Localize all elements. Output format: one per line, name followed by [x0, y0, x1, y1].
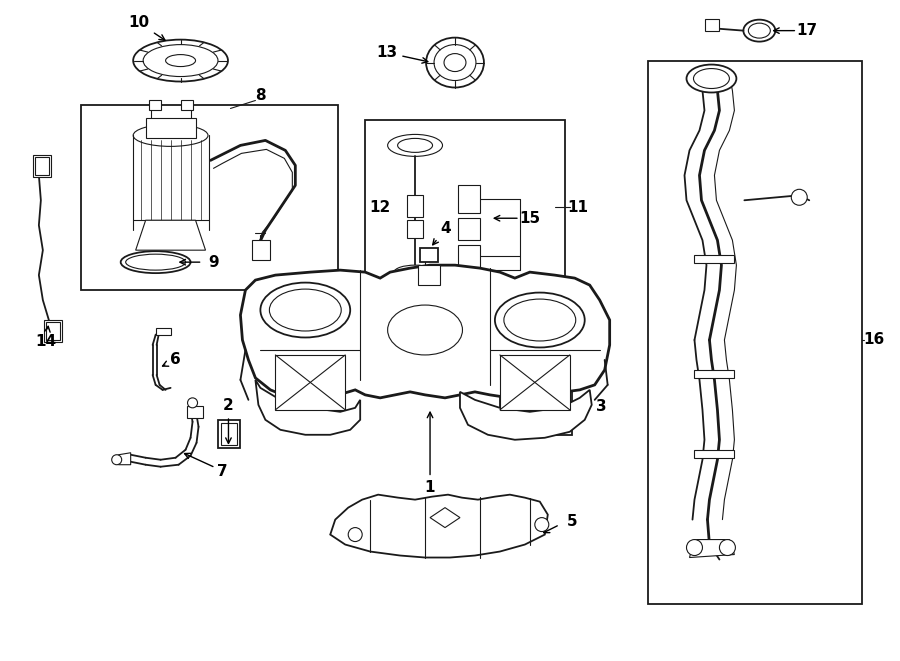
- Circle shape: [187, 398, 197, 408]
- Bar: [706, 19, 719, 30]
- Polygon shape: [156, 328, 171, 335]
- Text: 12: 12: [370, 200, 391, 215]
- Bar: [695, 255, 734, 263]
- Ellipse shape: [133, 40, 228, 81]
- Ellipse shape: [121, 251, 191, 273]
- Polygon shape: [430, 508, 460, 527]
- Ellipse shape: [434, 44, 476, 81]
- Bar: [500, 355, 570, 410]
- Bar: [221, 423, 238, 445]
- Ellipse shape: [504, 299, 576, 341]
- Text: 14: 14: [35, 327, 57, 350]
- Text: 15: 15: [519, 211, 540, 226]
- Ellipse shape: [743, 20, 775, 42]
- Ellipse shape: [394, 265, 436, 279]
- Bar: [420, 248, 438, 262]
- Polygon shape: [136, 220, 205, 250]
- Ellipse shape: [126, 254, 185, 270]
- Bar: [33, 155, 50, 177]
- Ellipse shape: [388, 134, 443, 157]
- Circle shape: [719, 539, 735, 555]
- Bar: [252, 240, 270, 260]
- Text: 1: 1: [425, 412, 436, 495]
- Bar: [695, 370, 734, 378]
- Circle shape: [535, 518, 549, 531]
- Text: 11: 11: [567, 200, 589, 215]
- Text: 7: 7: [217, 464, 228, 479]
- Text: 3: 3: [597, 399, 607, 414]
- Ellipse shape: [687, 65, 736, 93]
- Bar: [148, 100, 160, 110]
- Bar: [275, 355, 346, 410]
- Ellipse shape: [398, 138, 433, 153]
- Polygon shape: [460, 390, 591, 440]
- Ellipse shape: [444, 54, 466, 71]
- Ellipse shape: [143, 44, 218, 77]
- Bar: [418, 265, 440, 285]
- Polygon shape: [525, 388, 539, 402]
- Circle shape: [687, 539, 703, 555]
- Polygon shape: [330, 494, 548, 557]
- Circle shape: [112, 455, 122, 465]
- Ellipse shape: [495, 293, 585, 348]
- Text: 2: 2: [223, 399, 234, 444]
- Bar: [186, 406, 202, 418]
- Bar: [407, 195, 423, 217]
- Ellipse shape: [388, 305, 463, 355]
- Bar: [46, 322, 59, 340]
- Ellipse shape: [694, 69, 729, 89]
- Bar: [81, 106, 338, 290]
- Text: 10: 10: [128, 15, 165, 40]
- Polygon shape: [507, 388, 521, 402]
- Bar: [219, 420, 240, 447]
- Bar: [365, 120, 565, 295]
- Polygon shape: [240, 265, 609, 400]
- Ellipse shape: [269, 289, 341, 331]
- Bar: [181, 100, 193, 110]
- Text: 9: 9: [208, 254, 219, 270]
- Polygon shape: [112, 453, 130, 465]
- Ellipse shape: [260, 283, 350, 338]
- Ellipse shape: [426, 38, 484, 87]
- Bar: [470, 275, 498, 289]
- Ellipse shape: [166, 55, 195, 67]
- Bar: [44, 320, 62, 342]
- Text: 5: 5: [566, 514, 577, 529]
- Bar: [458, 245, 480, 267]
- Bar: [458, 185, 480, 214]
- Text: 17: 17: [796, 23, 818, 38]
- Ellipse shape: [133, 124, 208, 146]
- Bar: [458, 218, 480, 240]
- Polygon shape: [256, 380, 360, 435]
- Text: 13: 13: [376, 45, 398, 60]
- Ellipse shape: [749, 23, 770, 38]
- Text: 16: 16: [863, 332, 885, 348]
- Text: 6: 6: [163, 352, 181, 368]
- Text: 8: 8: [255, 88, 266, 103]
- Bar: [146, 118, 195, 138]
- Circle shape: [348, 527, 362, 541]
- Bar: [500, 380, 572, 435]
- Circle shape: [791, 189, 807, 206]
- Bar: [648, 61, 862, 604]
- Text: 4: 4: [433, 221, 451, 245]
- Bar: [695, 449, 734, 457]
- Bar: [407, 220, 423, 238]
- Bar: [35, 157, 49, 175]
- Polygon shape: [689, 539, 734, 557]
